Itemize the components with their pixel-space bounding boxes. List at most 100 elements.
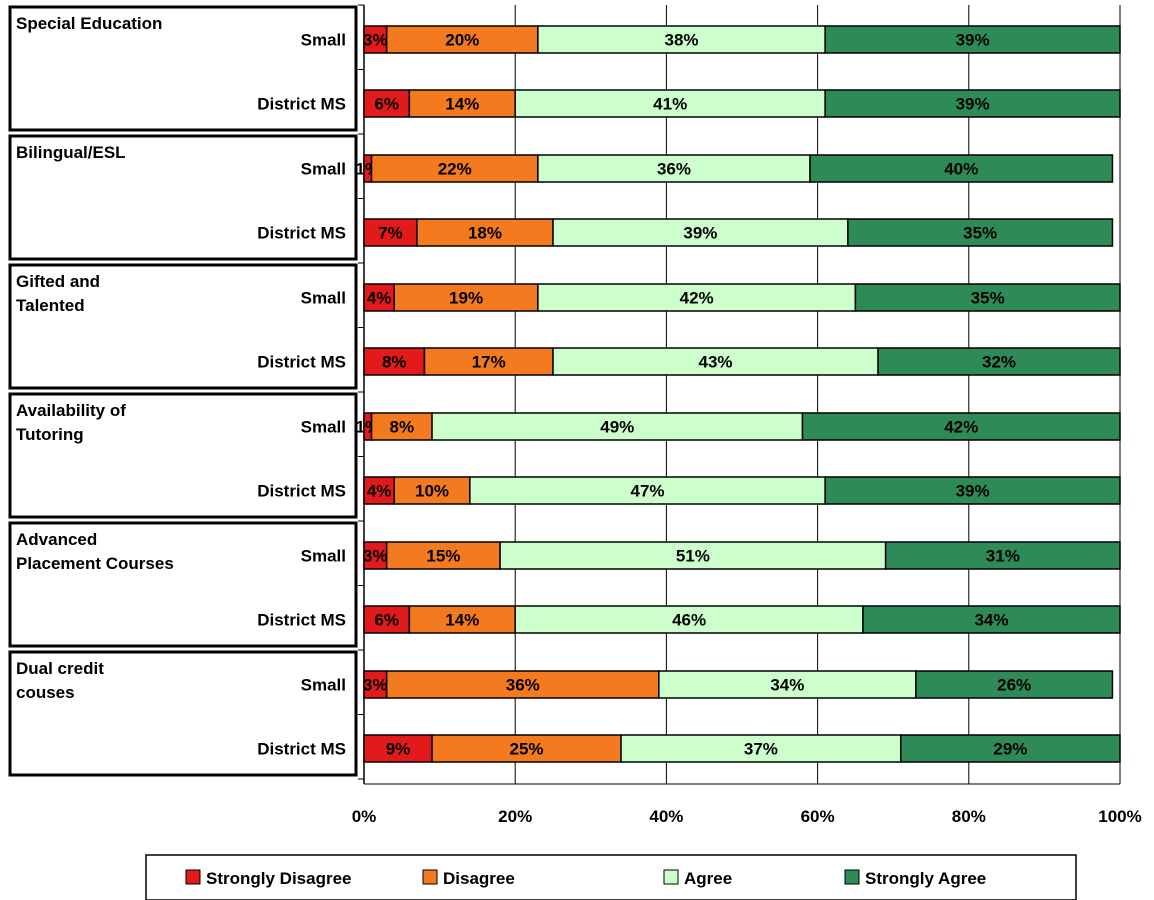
data-label: 42% bbox=[680, 289, 714, 308]
category-label: Gifted and Talented bbox=[16, 272, 100, 315]
data-label: 4% bbox=[367, 482, 392, 501]
bar-segment bbox=[363, 734, 433, 763]
x-tick-label: 0% bbox=[352, 807, 377, 826]
category-label: Availability of Tutoring bbox=[16, 401, 126, 444]
data-label: 3% bbox=[363, 547, 388, 566]
row-label: District MS bbox=[257, 95, 346, 114]
bar-segment bbox=[499, 541, 887, 570]
data-label: 25% bbox=[510, 740, 544, 759]
row-label: District MS bbox=[257, 740, 346, 759]
row-label: Small bbox=[301, 289, 346, 308]
row-label: Small bbox=[301, 31, 346, 50]
data-label: 7% bbox=[378, 224, 403, 243]
data-label: 39% bbox=[956, 482, 990, 501]
data-label: 26% bbox=[997, 676, 1031, 695]
data-label: 10% bbox=[415, 482, 449, 501]
data-label: 32% bbox=[982, 353, 1016, 372]
data-label: 20% bbox=[445, 31, 479, 50]
data-label: 43% bbox=[699, 353, 733, 372]
data-label: 41% bbox=[653, 95, 687, 114]
data-label: 8% bbox=[382, 353, 407, 372]
bar-segment bbox=[900, 734, 1121, 763]
category-box bbox=[8, 263, 358, 390]
data-label: 22% bbox=[438, 160, 472, 179]
category-label: Dual credit couses bbox=[16, 659, 104, 702]
legend-swatch bbox=[185, 869, 201, 885]
category-box bbox=[8, 5, 358, 132]
data-label: 31% bbox=[986, 547, 1020, 566]
data-label: 34% bbox=[974, 611, 1008, 630]
data-label: 42% bbox=[944, 418, 978, 437]
data-label: 29% bbox=[993, 740, 1027, 759]
legend-swatch bbox=[663, 869, 679, 885]
bar-segment bbox=[862, 605, 1121, 634]
category-box bbox=[8, 650, 358, 777]
bar-segment bbox=[537, 25, 826, 54]
bar-segment bbox=[385, 541, 501, 570]
bar-segment bbox=[552, 218, 849, 247]
legend-label: Disagree bbox=[443, 869, 515, 888]
data-label: 49% bbox=[600, 418, 634, 437]
bar-segment bbox=[393, 476, 471, 505]
bar-segment bbox=[370, 154, 539, 183]
data-label: 17% bbox=[472, 353, 506, 372]
category-label: Bilingual/ESL bbox=[16, 143, 126, 162]
row-label: District MS bbox=[257, 353, 346, 372]
category-label: Advanced Placement Courses bbox=[16, 530, 174, 573]
data-label: 38% bbox=[665, 31, 699, 50]
data-label: 51% bbox=[676, 547, 710, 566]
bar-segment bbox=[431, 412, 804, 441]
bar-segment bbox=[431, 734, 622, 763]
bar-segment bbox=[915, 670, 1114, 699]
bar-segment bbox=[658, 670, 917, 699]
bar-segment bbox=[393, 283, 539, 312]
legend-label: Strongly Agree bbox=[865, 869, 986, 888]
legend-swatch bbox=[422, 869, 438, 885]
data-label: 39% bbox=[956, 95, 990, 114]
data-label: 35% bbox=[963, 224, 997, 243]
data-label: 47% bbox=[630, 482, 664, 501]
data-label: 3% bbox=[363, 31, 388, 50]
row-label: Small bbox=[301, 547, 346, 566]
row-label: Small bbox=[301, 676, 346, 695]
data-label: 39% bbox=[956, 31, 990, 50]
row-label: District MS bbox=[257, 482, 346, 501]
bar-segment bbox=[824, 89, 1121, 118]
category-box bbox=[8, 521, 358, 648]
data-label: 6% bbox=[374, 611, 399, 630]
bar-segment bbox=[416, 218, 554, 247]
bar-segment bbox=[423, 347, 554, 376]
x-tick-label: 80% bbox=[952, 807, 986, 826]
bar-segment bbox=[363, 605, 411, 634]
data-label: 40% bbox=[944, 160, 978, 179]
x-tick-label: 100% bbox=[1098, 807, 1141, 826]
bar-segment bbox=[884, 541, 1121, 570]
data-label: 9% bbox=[386, 740, 411, 759]
data-label: 19% bbox=[449, 289, 483, 308]
row-label: District MS bbox=[257, 611, 346, 630]
bar-segment bbox=[385, 670, 660, 699]
bar-segment bbox=[370, 412, 433, 441]
data-label: 8% bbox=[390, 418, 415, 437]
data-label: 14% bbox=[445, 95, 479, 114]
data-label: 6% bbox=[374, 95, 399, 114]
bar-segment bbox=[408, 605, 516, 634]
bar-segment bbox=[408, 89, 516, 118]
legend-label: Agree bbox=[684, 869, 732, 888]
category-box bbox=[8, 392, 358, 519]
legend-swatch bbox=[844, 869, 860, 885]
category-box bbox=[8, 134, 358, 261]
x-tick-label: 40% bbox=[649, 807, 683, 826]
legend-label: Strongly Disagree bbox=[206, 869, 352, 888]
data-label: 18% bbox=[468, 224, 502, 243]
bar-segment bbox=[363, 347, 426, 376]
data-label: 36% bbox=[506, 676, 540, 695]
row-label: District MS bbox=[257, 224, 346, 243]
data-label: 15% bbox=[426, 547, 460, 566]
bar-segment bbox=[552, 347, 879, 376]
data-label: 36% bbox=[657, 160, 691, 179]
bar-segment bbox=[514, 605, 864, 634]
bar-segment bbox=[537, 283, 857, 312]
bar-segment bbox=[824, 476, 1121, 505]
